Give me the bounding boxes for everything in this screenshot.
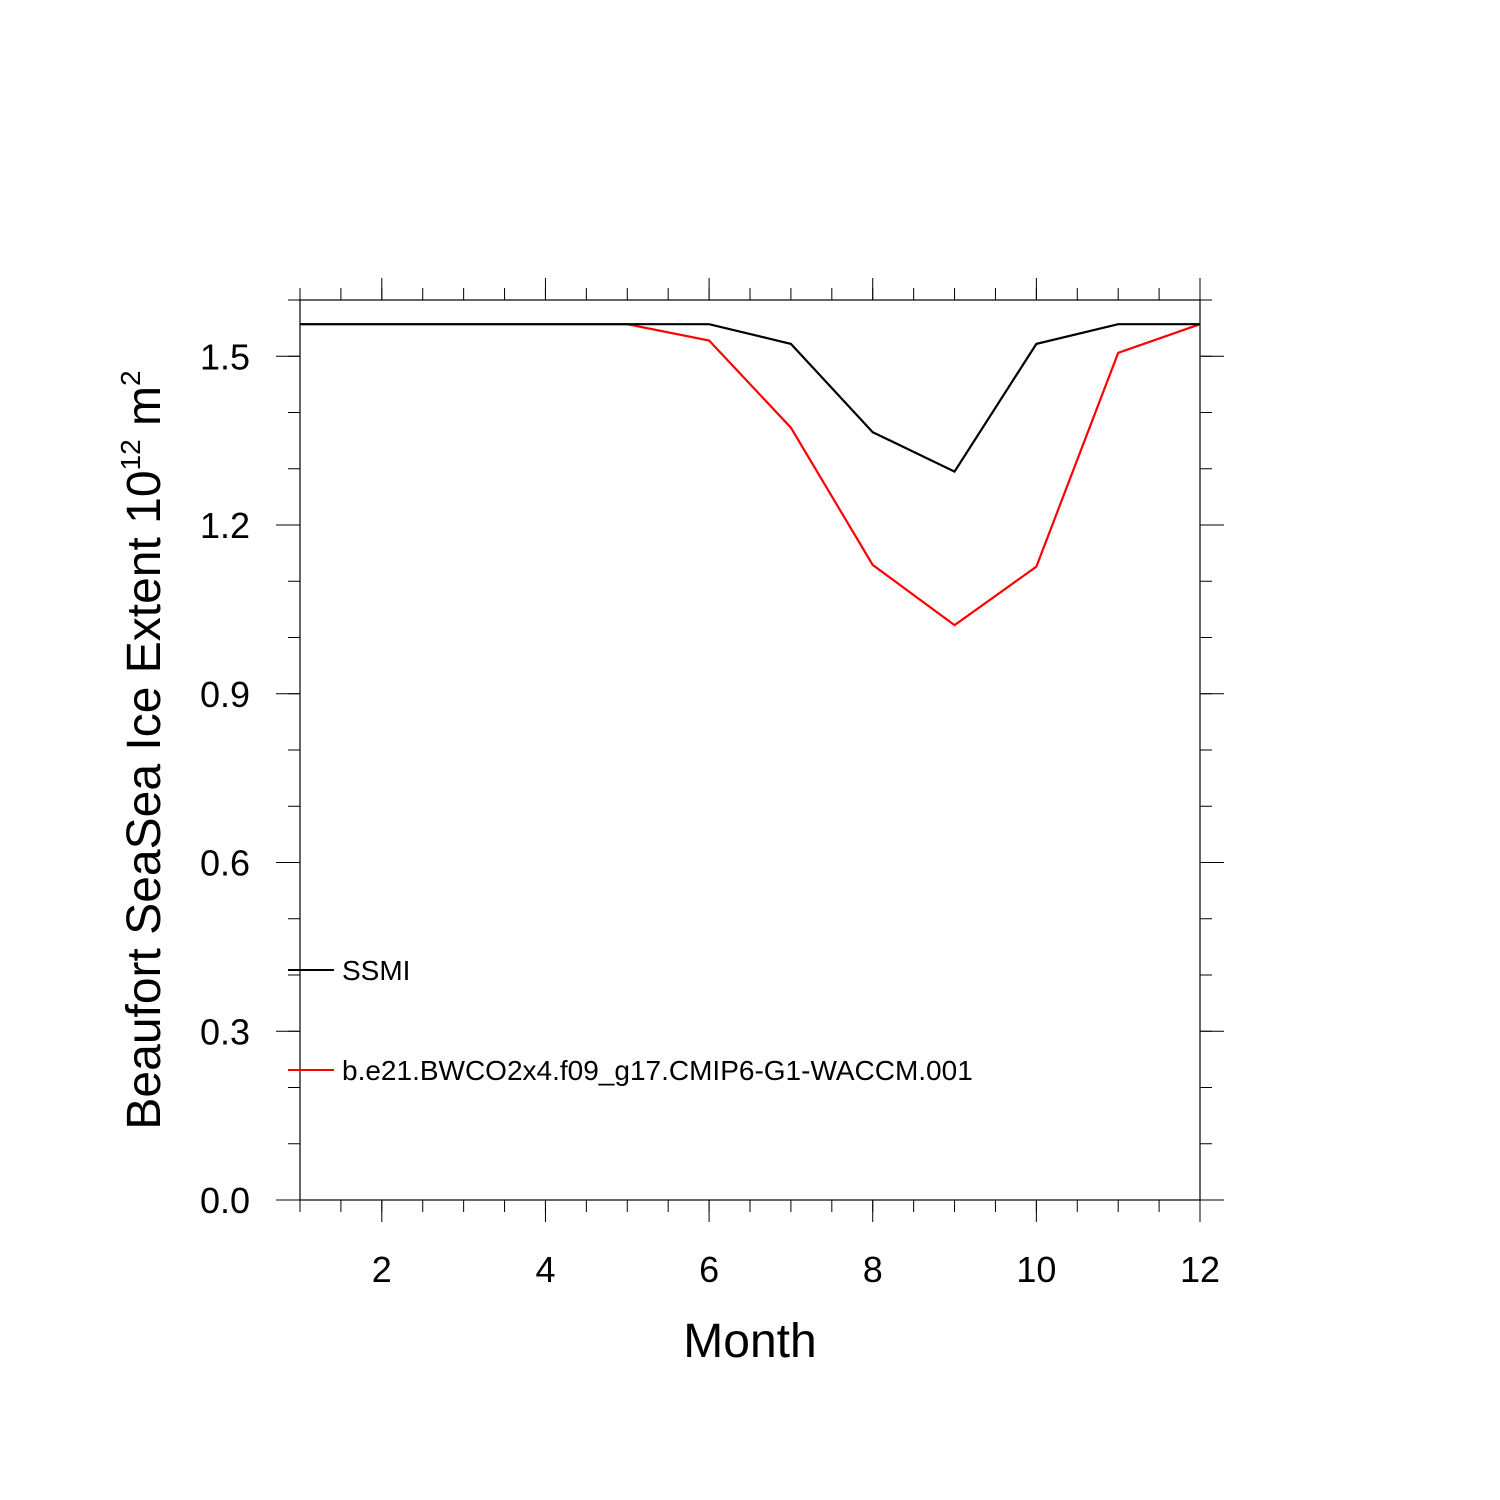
y-tick-label: 1.2 [200,505,250,546]
x-tick-label: 10 [1016,1249,1056,1290]
series-line-0 [300,323,1200,473]
y-axis-title: Beaufort SeaSea Ice Extent 1012 m2 [115,370,171,1129]
y-tick-label: 1.5 [200,336,250,377]
y-tick-label: 0.9 [200,674,250,715]
y-tick-label: 0.0 [200,1180,250,1221]
x-tick-labels: 2 4 6 8 10 12 [372,1249,1220,1290]
y-tick-label: 0.6 [200,843,250,884]
y-axis-title-exponent: 12 [115,439,146,470]
legend-label-model: b.e21.BWCO2x4.f09_g17.CMIP6-G1-WACCM.001 [342,1055,973,1086]
x-tick-label: 8 [863,1249,883,1290]
y-axis-title-unit-exponent: 2 [115,370,146,386]
x-tick-label: 4 [535,1249,555,1290]
y-tick-label: 0.3 [200,1011,250,1052]
x-tick-label: 2 [372,1249,392,1290]
series-line-1 [300,323,1201,627]
y-axis-title-main: Beaufort SeaSea Ice Extent 10 [118,470,171,1129]
x-axis-title: Month [683,1315,816,1368]
y-axis-title-unit: m [118,386,171,439]
y-tick-labels: 0.0 0.3 0.6 0.9 1.2 1.5 [200,336,250,1221]
x-tick-label: 6 [699,1249,719,1290]
legend-label-ssmi: SSMI [342,955,410,986]
x-tick-label: 12 [1180,1249,1220,1290]
series-lines [300,323,1201,627]
axis-ticks [276,278,1224,1222]
legend: SSMI b.e21.BWCO2x4.f09_g17.CMIP6-G1-WACC… [288,955,973,1086]
